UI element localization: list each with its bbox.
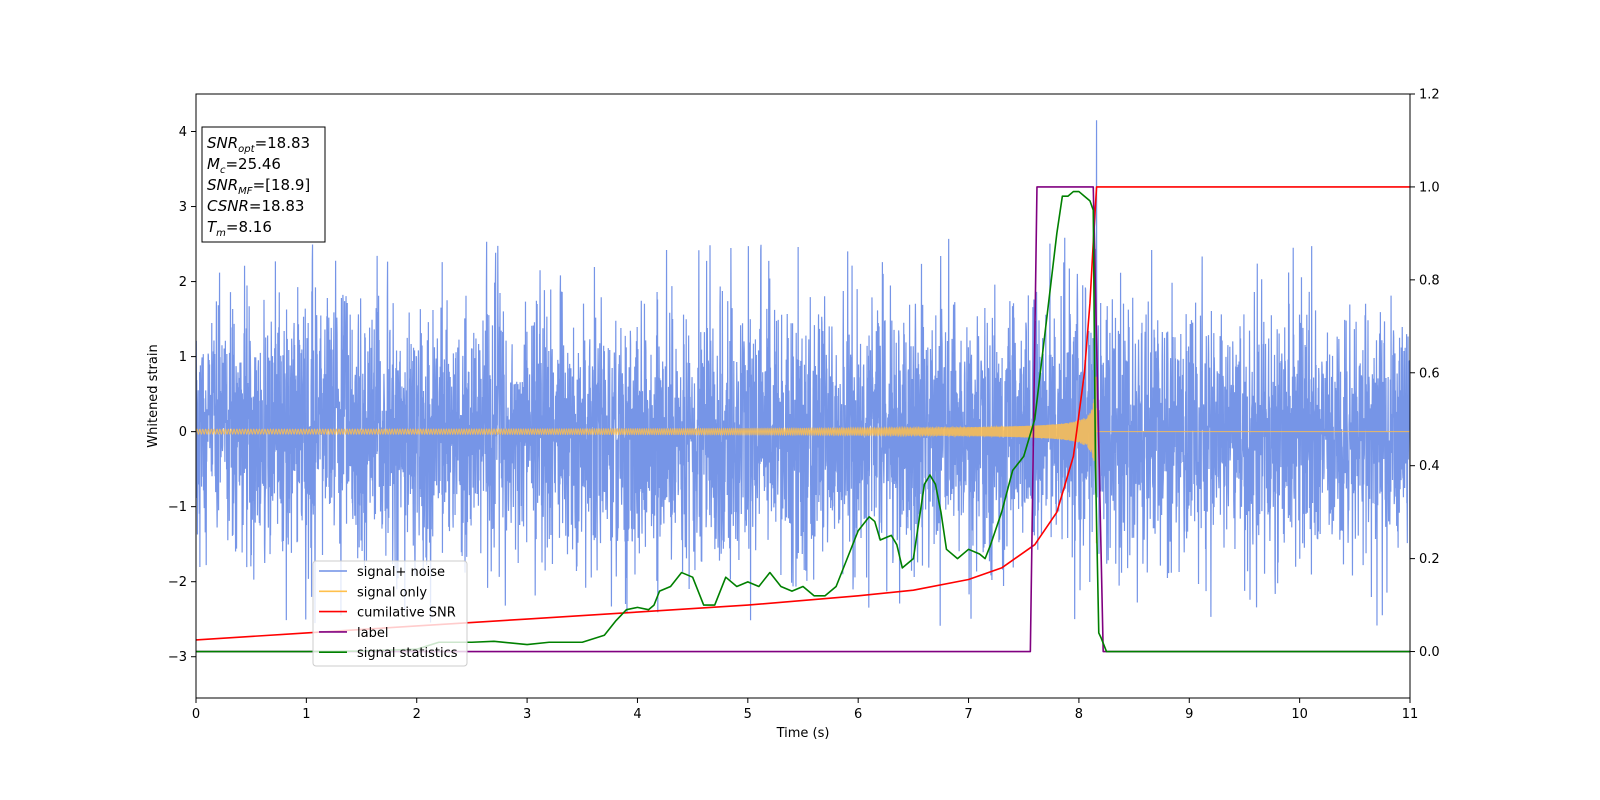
x-tick-label: 7 [964,707,972,722]
x-tick-label: 4 [633,707,641,722]
legend-label: cumilative SNR [357,606,456,621]
annotation-line: SNRopt=18.83 [207,134,310,155]
annotation-box: SNRopt=18.83Mc=25.46SNRMF=[18.9]CSNR=18.… [201,126,326,243]
series-cumulative-snr [196,186,1410,641]
y-tick-label: 0 [179,425,187,440]
y2-tick-label: 0.0 [1419,645,1440,660]
y2-tick-label: 0.6 [1419,366,1440,381]
annotation-subscript: MF [238,186,253,197]
annotation-symbol: SNR [207,134,238,152]
x-tick-label: 8 [1075,707,1083,722]
y-axis-label: Whitened strain [146,344,161,447]
y-tick-label: 1 [179,350,187,365]
annotation-line: Tm=8.16 [207,218,272,239]
legend-frame [312,560,468,667]
plot-area [196,120,1410,653]
annotation-subscript: c [220,165,226,176]
series-signal-statistics [196,190,1410,653]
y-tick-label: −3 [168,650,187,665]
x-tick-label: 6 [854,707,862,722]
y-tick-label: 2 [179,275,187,290]
plot-frame [195,93,1411,699]
y2-tick-label: 1.0 [1419,180,1440,195]
annotation-symbol: CSNR [207,197,249,215]
y-tick-label: 3 [179,200,187,215]
annotation-symbol: SNR [207,176,238,194]
x-tick-label: 2 [413,707,421,722]
y-tick-label: −2 [168,575,187,590]
annotation-value: =25.46 [225,155,281,173]
x-axis: 0 1 2 3 4 5 6 7 8 9 10 11 [192,698,1418,722]
y-tick-label: 4 [179,125,187,140]
annotation-symbol: M [207,155,220,173]
y2-tick-label: 0.4 [1419,459,1440,474]
legend: signal+ noise signal only cumilative SNR la… [312,560,468,667]
annotation-symbol: T [207,218,218,236]
x-axis-label: Time (s) [776,726,830,741]
y2-tick-label: 0.2 [1419,552,1440,567]
y2-tick-label: 0.8 [1419,273,1440,288]
annotation-line: Mc=25.46 [207,155,281,176]
annotation-value: =8.16 [226,218,272,236]
series-signal-only [196,376,1410,544]
annotation-line: SNRMF=[18.9] [207,176,310,197]
annotation-value: =18.83 [255,134,311,152]
x-tick-label: 3 [523,707,531,722]
x-tick-label: 1 [302,707,310,722]
x-tick-label: 10 [1291,707,1308,722]
y2-tick-label: 1.2 [1419,88,1440,103]
annotation-line: CSNR=18.83 [207,197,304,215]
legend-label: signal statistics [357,646,458,661]
y-axis-left: −3 −2 −1 0 1 2 3 4 [168,125,196,665]
x-tick-label: 5 [744,707,752,722]
y-axis-right: 0.0 0.2 0.4 0.6 0.8 1.0 1.2 [1410,88,1440,660]
annotation-frame [201,126,326,243]
legend-label: signal+ noise [357,565,445,580]
y-tick-label: −1 [168,500,187,515]
annotation-subscript: opt [238,144,255,155]
x-tick-label: 0 [192,707,200,722]
annotation-subscript: m [216,228,226,239]
legend-label: label [357,626,388,641]
x-tick-label: 11 [1402,707,1419,722]
x-tick-label: 9 [1185,707,1193,722]
legend-label: signal only [357,585,427,600]
annotation-value: =[18.9] [253,176,311,194]
annotation-value: =18.83 [249,197,305,215]
series-signal-noise [196,120,1410,626]
